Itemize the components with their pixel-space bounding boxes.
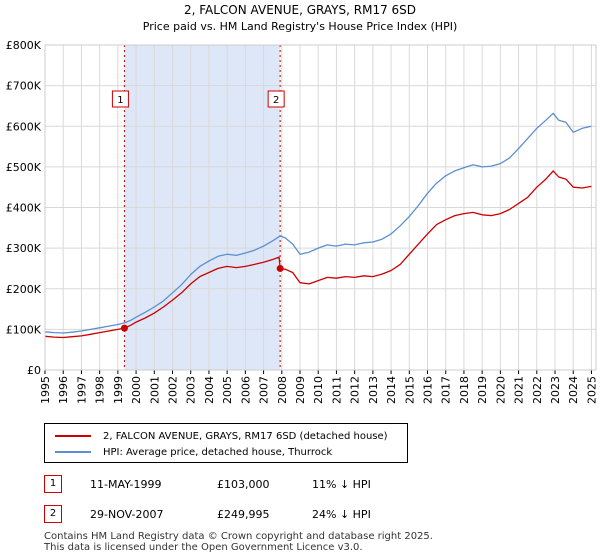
plot-frame (44, 44, 597, 371)
legend-swatch-hpi (55, 451, 91, 453)
y-tick-label: £0 (27, 364, 41, 377)
legend-swatch-property (55, 435, 91, 437)
x-tick-label: 2015 (403, 376, 416, 404)
x-tick-label: 2024 (567, 376, 580, 404)
sale-date: 29-NOV-2007 (90, 508, 164, 521)
footer-line: This data is licensed under the Open Gov… (44, 542, 363, 553)
sale-point (120, 324, 128, 332)
axes: £0 £100K £200K £300K £400K £500K £600K £700K £80… (6, 39, 599, 404)
x-tick-label: 1995 (39, 376, 52, 404)
x-tick-label: 2006 (239, 376, 252, 404)
x-tick-label: 1998 (94, 376, 107, 404)
sale-date: 11-MAY-1999 (90, 478, 162, 491)
chart-title: 2, FALCON AVENUE, GRAYS, RM17 6SD (184, 3, 416, 17)
y-tick-label: £300K (6, 242, 42, 255)
x-tick-label: 2025 (585, 376, 598, 404)
chart-subtitle: Price paid vs. HM Land Registry's House … (143, 20, 458, 33)
legend: 2, FALCON AVENUE, GRAYS, RM17 6SD (detac… (44, 423, 408, 463)
sale-marker-box (267, 90, 285, 108)
x-tick-label: 2004 (203, 376, 216, 404)
y-tick-label: £400K (6, 202, 42, 215)
y-tick-label: £600K (6, 120, 42, 133)
x-tick-label: 2014 (385, 376, 398, 404)
sale-price: £103,000 (217, 478, 270, 491)
x-tick-label: 1996 (57, 376, 70, 404)
x-tick-label: 2001 (148, 376, 161, 404)
sale-marker-label: 1 (117, 95, 123, 106)
x-tick-label: 2021 (513, 376, 526, 404)
sale-price: £249,995 (217, 508, 270, 521)
x-tick-label: 2005 (221, 376, 234, 404)
x-tick-label: 2022 (531, 376, 544, 404)
sale-hpi-diff: 24% ↓ HPI (312, 508, 371, 521)
legend-item-property: 2, FALCON AVENUE, GRAYS, RM17 6SD (detac… (55, 428, 388, 444)
price-chart: 2, FALCON AVENUE, GRAYS, RM17 6SD Price … (6, 3, 599, 404)
x-tick-label: 2018 (458, 376, 471, 404)
x-tick-label: 2013 (367, 376, 380, 404)
x-tick-label: 2003 (185, 376, 198, 404)
sale-marker-box (111, 90, 129, 108)
x-tick-label: 2011 (330, 376, 343, 404)
x-tick-label: 2007 (258, 376, 271, 404)
x-tick-label: 2010 (312, 376, 325, 404)
x-tick-label: 2020 (494, 376, 507, 404)
x-tick-label: 2017 (440, 376, 453, 404)
x-tick-label: 1999 (112, 376, 125, 404)
y-tick-label: £800K (6, 39, 42, 52)
x-tick-label: 2012 (349, 376, 362, 404)
sale-badge: 2 (44, 505, 62, 523)
y-tick-label: £500K (6, 161, 42, 174)
y-tick-label: £100K (6, 323, 42, 336)
sale-point (276, 264, 284, 272)
legend-label-hpi: HPI: Average price, detached house, Thur… (103, 446, 333, 458)
x-tick-label: 2019 (476, 376, 489, 404)
x-tick-label: 1997 (75, 376, 88, 404)
footer-line: Contains HM Land Registry data © Crown c… (44, 531, 433, 542)
x-tick-label: 2009 (294, 376, 307, 404)
x-tick-label: 2016 (422, 376, 435, 404)
x-tick-label: 2002 (167, 376, 180, 404)
x-tick-label: 2023 (549, 376, 562, 404)
y-tick-label: £200K (6, 283, 42, 296)
sale-points (120, 264, 284, 332)
legend-item-hpi: HPI: Average price, detached house, Thur… (55, 444, 332, 460)
series-lines (44, 112, 592, 339)
sale-badge: 1 (44, 475, 62, 493)
sale-marker-label: 2 (273, 95, 279, 106)
x-tick-label: 2008 (276, 376, 289, 404)
y-tick-label: £700K (6, 80, 42, 93)
legend-label-property: 2, FALCON AVENUE, GRAYS, RM17 6SD (detac… (103, 430, 388, 442)
x-tick-label: 2000 (130, 376, 143, 404)
property-price-line (44, 170, 592, 339)
attribution-footer: Contains HM Land Registry data © Crown c… (44, 531, 433, 553)
hpi-line (44, 112, 592, 334)
sale-hpi-diff: 11% ↓ HPI (312, 478, 371, 491)
